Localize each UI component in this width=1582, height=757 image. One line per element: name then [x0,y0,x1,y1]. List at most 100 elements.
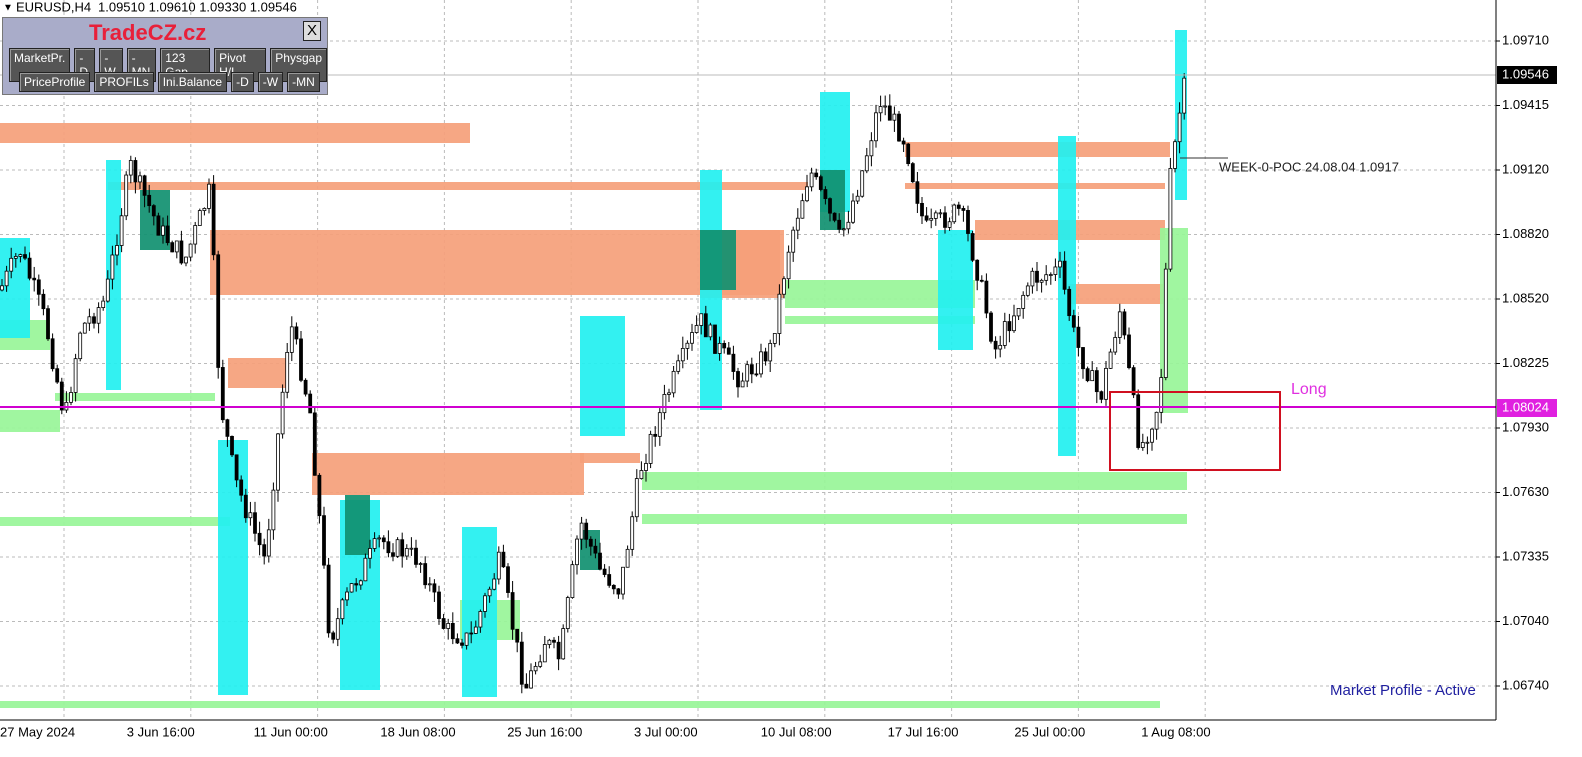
time-label: 1 Aug 08:00 [1141,724,1210,739]
profile-zone [905,183,1165,189]
time-label: 11 Jun 00:00 [254,724,328,739]
candle-body [285,351,290,393]
candle-body [427,583,432,586]
candle-body [138,175,142,183]
candle-body [1159,377,1164,413]
dropdown-arrow: ▼ [3,3,13,14]
candle-body [487,588,492,597]
candle-body [519,641,524,685]
candle-body [460,642,464,646]
candle-body [409,547,414,550]
candle-body [943,212,947,228]
poc-label: WEEK-0-POC 24.08.04 1.0917 [1219,159,1399,174]
candle-body [809,172,814,188]
candle-body [1012,315,1016,332]
candle-body [874,112,878,142]
candle-body [910,163,915,183]
panel-button[interactable]: PriceProfile [19,72,91,92]
candle-body [855,195,860,202]
candle-body [446,622,451,629]
candle-body [901,140,906,145]
candle-body [740,380,745,388]
candle-body [998,344,1003,350]
profile-zone [642,514,1187,524]
candle-body [938,212,943,215]
long-label: Long [1291,381,1327,398]
candle-body [27,257,32,279]
candle-body [1117,311,1122,338]
candle-body [225,419,230,437]
candle-body [1104,367,1108,400]
profile-zone [0,701,1160,708]
candle-body [271,489,276,531]
candle-body [294,326,299,340]
candle-body [414,547,418,565]
candle-body [906,143,911,165]
candle-body [354,583,359,586]
candle-body [777,293,782,334]
candle-body [9,257,14,272]
candle-body [115,245,119,256]
profile-zones [0,30,1188,708]
candle-body [1136,394,1141,448]
candle-body [82,322,87,334]
candle-body [381,537,386,543]
panel-button[interactable]: -W [257,72,284,92]
candle-body [929,217,934,221]
candle-body [349,583,354,593]
profile-zone [218,440,248,695]
candle-body [96,307,101,324]
candle-body [1099,391,1104,400]
candle-body [92,316,96,324]
price-label: 1.07335 [1502,548,1549,563]
candle-body [317,474,322,517]
candle-body [924,215,929,221]
candle-body [952,204,957,223]
close-button[interactable]: X [303,21,321,41]
candle-body [55,368,60,383]
candle-body [220,367,225,421]
price-label: 1.09710 [1502,32,1549,47]
panel-button[interactable]: -D [231,72,254,92]
candle-body [768,342,773,362]
candle-body [492,578,497,590]
candle-body [69,392,73,403]
candle-body [1131,367,1136,396]
candle-body [685,342,690,349]
candle-body [119,215,124,246]
candle-body [975,259,980,281]
panel-button[interactable]: -MN [287,72,320,92]
candle-body [303,379,308,395]
candle-body [1085,368,1090,382]
candle-body [933,212,938,219]
candle-body [772,333,777,344]
candle-body [289,326,294,353]
profile-zone [55,393,215,401]
profile-zone [938,230,973,350]
candle-body [584,522,589,540]
candle-body [575,538,579,566]
candle-body [947,221,952,228]
candle-body [1030,270,1035,287]
candle-body [1002,321,1007,346]
candle-body [639,470,644,479]
candle-body [676,360,681,372]
candle-body [358,580,363,586]
current-price-box [1497,66,1557,84]
panel-button[interactable]: Ini.Balance [157,72,228,92]
candle-body [818,176,823,190]
candle-body [211,183,216,256]
price-label: 1.07930 [1502,419,1549,434]
candle-body [234,454,239,481]
candle-body [763,351,768,362]
candle-body [892,113,897,121]
candle-body [308,393,313,414]
panel-button[interactable]: PROFILs [94,72,154,92]
candle-body [299,338,303,381]
line-price-box [1497,399,1557,417]
candle-body [1025,285,1030,296]
price-label: 1.07040 [1502,613,1549,628]
candle-body [345,591,349,601]
candle-body [59,381,64,411]
